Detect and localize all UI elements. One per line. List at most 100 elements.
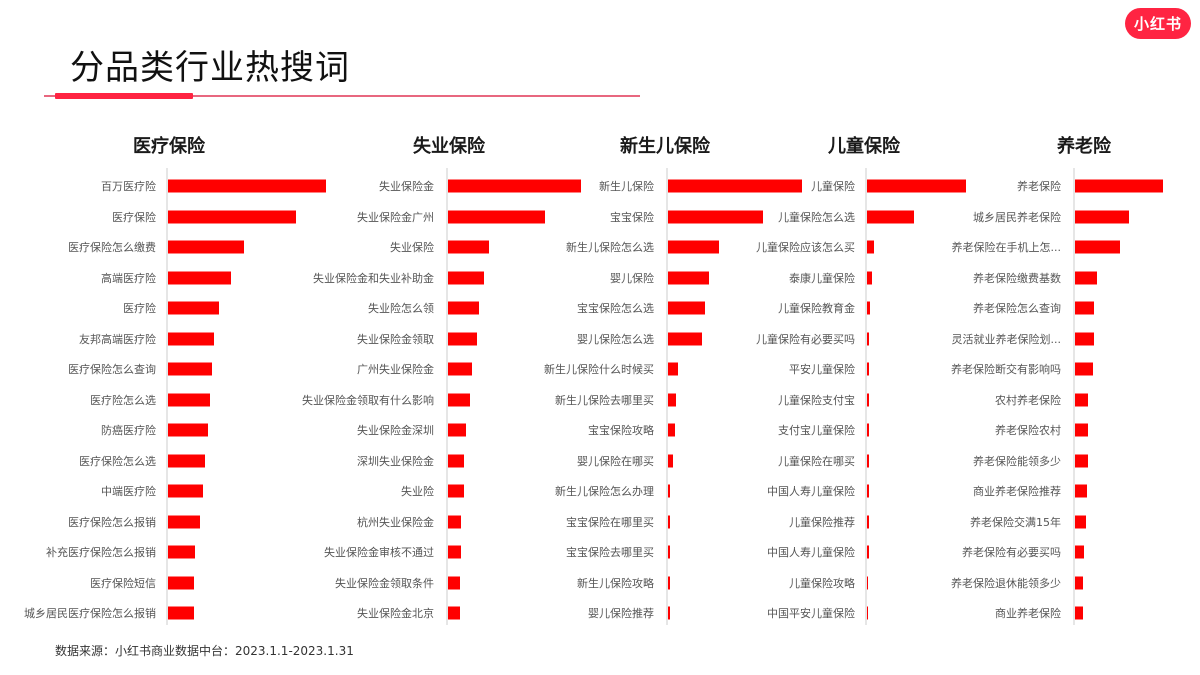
bar-label: 广州失业保险金 xyxy=(357,363,434,377)
bar xyxy=(668,606,670,620)
title-divider xyxy=(44,95,640,97)
bar xyxy=(867,301,870,315)
bar xyxy=(867,484,869,498)
bar xyxy=(668,362,678,376)
bar-label: 婴儿保险在哪买 xyxy=(577,454,654,468)
bar xyxy=(168,362,212,376)
bar-label: 补充医疗保险怎么报销 xyxy=(46,546,156,560)
bar-label: 婴儿保险推荐 xyxy=(588,607,654,621)
bar-label: 新生儿保险攻略 xyxy=(577,576,654,590)
bar xyxy=(668,179,802,193)
bar xyxy=(867,576,868,590)
chart-axis xyxy=(1073,168,1075,625)
bar-label: 新生儿保险 xyxy=(599,180,654,194)
bar-label: 养老保险 xyxy=(1017,180,1061,194)
chart-title: 养老险 xyxy=(1057,136,1111,157)
bar xyxy=(668,271,709,285)
bar-label: 儿童保险攻略 xyxy=(789,576,855,590)
bar xyxy=(168,271,231,285)
bar-label: 宝宝保险 xyxy=(610,210,654,224)
bar-label: 高端医疗险 xyxy=(101,271,156,285)
bar-label: 新生儿保险怎么办理 xyxy=(555,485,654,499)
bar-label: 失业保险金北京 xyxy=(357,607,434,621)
chart-axis xyxy=(166,168,168,625)
bar xyxy=(867,545,869,559)
bar xyxy=(168,515,200,529)
bar xyxy=(668,332,702,346)
bar-label: 泰康儿童保险 xyxy=(789,271,855,285)
bar-label: 养老保险在手机上怎... xyxy=(951,241,1062,255)
bar xyxy=(1075,606,1083,620)
bar-label: 失业保险金深圳 xyxy=(357,424,434,438)
bar-label: 养老保险有必要买吗 xyxy=(962,546,1061,560)
bar xyxy=(448,393,470,407)
page-title: 分品类行业热搜词 xyxy=(70,48,350,88)
bar-label: 百万医疗险 xyxy=(101,180,156,194)
bar xyxy=(1075,301,1094,315)
bar xyxy=(867,332,869,346)
bar xyxy=(867,210,914,224)
bar-label: 养老保险能领多少 xyxy=(973,454,1061,468)
bar-label: 儿童保险教育金 xyxy=(778,302,855,316)
bar-label: 灵活就业养老保险划... xyxy=(951,332,1062,346)
bar xyxy=(448,515,461,529)
bar-label: 婴儿保险 xyxy=(610,271,654,285)
bar-label: 新生儿保险去哪里买 xyxy=(555,393,654,407)
bar xyxy=(668,515,670,529)
bar-label: 失业保险金 xyxy=(379,180,434,194)
bar xyxy=(867,454,869,468)
bar xyxy=(1075,332,1094,346)
bar xyxy=(448,606,460,620)
bar xyxy=(867,393,869,407)
bar xyxy=(448,454,464,468)
bar xyxy=(668,545,670,559)
bar xyxy=(1075,454,1088,468)
bar xyxy=(1075,271,1097,285)
bar-label: 医疗保险 xyxy=(112,210,156,224)
bar xyxy=(448,332,477,346)
bar-label: 支付宝儿童保险 xyxy=(778,424,855,438)
bar xyxy=(448,423,466,437)
bar-label: 养老保险缴费基数 xyxy=(973,271,1061,285)
bar-label: 杭州失业保险金 xyxy=(357,515,434,529)
bar-label: 失业保险 xyxy=(390,241,434,255)
bar xyxy=(448,576,460,590)
bar-label: 养老保险农村 xyxy=(995,424,1061,438)
bar-label: 城乡居民医疗保险怎么报销 xyxy=(24,607,156,621)
bar-label: 医疗险 xyxy=(123,302,156,316)
bar-label: 失业保险金领取 xyxy=(357,332,434,346)
bar xyxy=(168,576,194,590)
bar xyxy=(448,362,472,376)
bar-label: 中国平安儿童保险 xyxy=(767,607,855,621)
bar-label: 宝宝保险怎么选 xyxy=(577,302,654,316)
bar xyxy=(867,606,868,620)
chart-title: 医疗保险 xyxy=(133,136,205,157)
bar xyxy=(867,423,869,437)
bar-label: 养老保险交满15年 xyxy=(970,515,1061,529)
bar xyxy=(168,332,214,346)
bar-label: 儿童保险 xyxy=(811,180,855,194)
bar-label: 医疗保险怎么查询 xyxy=(68,363,156,377)
bar xyxy=(448,545,461,559)
bar xyxy=(867,240,874,254)
bar xyxy=(867,362,869,376)
bar-label: 新生儿保险怎么选 xyxy=(566,241,654,255)
bar xyxy=(1075,362,1093,376)
data-source-note: 数据来源：小红书商业数据中台：2023.1.1-2023.1.31 xyxy=(55,644,354,658)
bar-label: 儿童保险应该怎么买 xyxy=(756,241,855,255)
bar-label: 平安儿童保险 xyxy=(789,363,855,377)
bar-label: 农村养老保险 xyxy=(995,393,1061,407)
bar xyxy=(168,210,296,224)
bar-label: 中端医疗险 xyxy=(101,485,156,499)
bar xyxy=(1075,393,1088,407)
bar-label: 儿童保险支付宝 xyxy=(778,393,855,407)
bar-label: 失业险 xyxy=(401,485,434,499)
bar xyxy=(668,210,763,224)
bar-label: 失业保险金广州 xyxy=(357,210,434,224)
bar-label: 医疗保险短信 xyxy=(90,576,156,590)
bar xyxy=(668,240,719,254)
bar xyxy=(668,484,670,498)
bar-label: 失业保险金领取条件 xyxy=(335,576,434,590)
bar xyxy=(867,271,872,285)
bar xyxy=(668,576,670,590)
